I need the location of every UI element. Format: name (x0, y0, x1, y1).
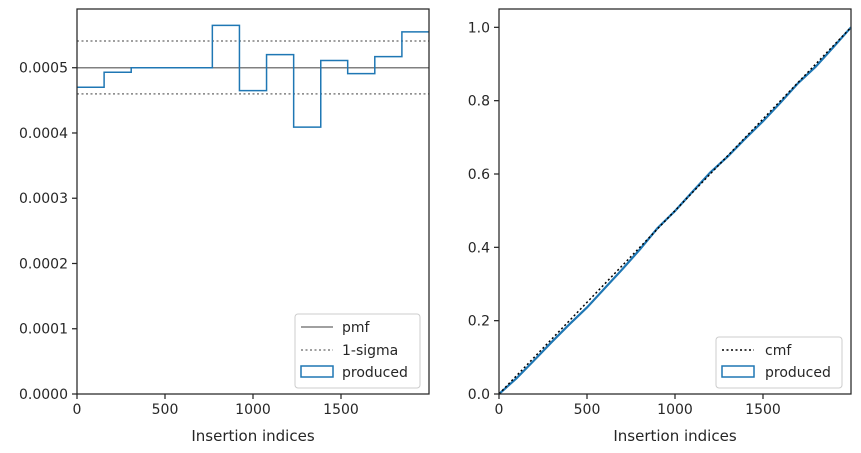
cmf-line (498, 26, 852, 395)
right-ytick-label: 0.2 (468, 314, 490, 330)
legend-produced-label: produced (342, 365, 408, 381)
right-xtick-label: 500 (574, 402, 601, 418)
right-xtick-label: 1000 (657, 402, 693, 418)
right-axes-frame (498, 8, 852, 395)
right-ytick-label: 0.8 (468, 94, 490, 110)
left-legend-box (294, 313, 421, 389)
left-axes-frame (76, 8, 430, 395)
left-axis-ticks: 0 500 1000 1500 0.0000 0.0001 0.0002 0.0003 0.00… (19, 61, 359, 418)
left-ytick-label: 0.0004 (19, 126, 68, 142)
pmf-panel: 0 500 1000 1500 0.0000 0.0001 0.0002 0.0003 0.00… (19, 8, 430, 445)
legend-cmf-label: cmf (765, 343, 792, 359)
left-xtick-label: 1000 (235, 402, 271, 418)
right-plot-area (498, 26, 852, 395)
right-xlabel: Insertion indices (613, 427, 736, 445)
left-ytick-label: 0.0003 (19, 191, 68, 207)
legend-pmf-label: pmf (342, 320, 371, 336)
left-xtick-label: 1500 (323, 402, 359, 418)
left-ytick-label: 0.0002 (19, 256, 68, 272)
right-ytick-label: 1.0 (468, 20, 490, 36)
left-legend: pmf 1-sigma produced (294, 313, 421, 389)
right-legend: cmf produced (715, 336, 843, 389)
right-ytick-label: 0.4 (468, 240, 490, 256)
legend-produced-label-right: produced (765, 365, 831, 381)
right-ytick-label: 0.6 (468, 167, 490, 183)
cmf-panel: 0 500 1000 1500 0.0 0.2 0.4 0.6 0.8 1.0 Insertion… (468, 8, 852, 445)
left-ytick-label: 0.0000 (19, 387, 68, 403)
right-axis-ticks: 0 500 1000 1500 0.0 0.2 0.4 0.6 0.8 1.0 (468, 20, 781, 418)
legend-sigma-label: 1-sigma (342, 343, 398, 359)
left-xlabel: Insertion indices (191, 427, 314, 445)
left-xtick-label: 500 (152, 402, 179, 418)
left-plot-area (77, 24, 429, 128)
legend-produced-swatch-right (721, 365, 755, 378)
right-ytick-label: 0.0 (468, 387, 490, 403)
left-xtick-label: 0 (73, 402, 82, 418)
legend-produced-swatch (300, 365, 334, 378)
right-legend-box (715, 336, 843, 389)
right-xtick-label: 1500 (745, 402, 781, 418)
produced-histogram-step (77, 24, 429, 128)
right-xtick-label: 0 (495, 402, 504, 418)
left-ytick-label: 0.0001 (19, 322, 68, 338)
left-ytick-label: 0.0005 (19, 61, 68, 77)
